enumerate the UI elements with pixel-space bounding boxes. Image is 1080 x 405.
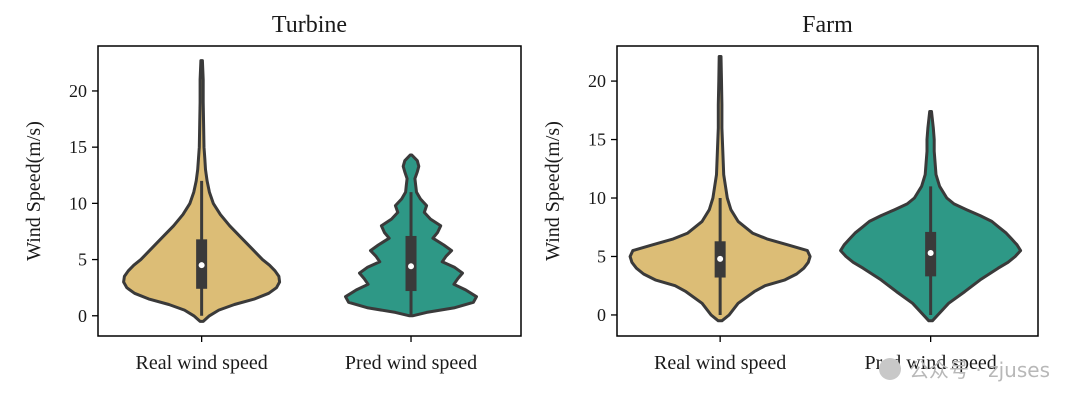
x-category-label: Pred wind speed (345, 352, 477, 374)
violin-body (628, 55, 812, 323)
plot-frame (97, 45, 522, 337)
watermark: 公众号 · zjuses (879, 354, 1050, 383)
y-tick-label: 20 (588, 71, 606, 91)
violin-median (927, 249, 934, 256)
x-category-label: Real wind speed (136, 352, 268, 374)
wechat-icon (879, 357, 902, 380)
plot-frame (616, 45, 1039, 337)
y-tick-label: 15 (69, 137, 87, 157)
chart-title: Farm (802, 12, 853, 38)
y-tick-label: 15 (588, 130, 606, 150)
turbine-panel: Turbine 0 5 10 15 20 Real wind speed Pred wind … (23, 12, 522, 374)
y-tick-label: 10 (588, 188, 606, 208)
y-tick-label: 5 (597, 246, 606, 266)
x-category-label: Real wind speed (654, 352, 786, 374)
watermark-text: 公众号 · zjuses (909, 358, 1050, 382)
violin-median (408, 263, 415, 270)
violin-median (717, 255, 724, 262)
y-tick-label: 5 (78, 250, 87, 270)
y-tick-label: 20 (69, 81, 87, 101)
y-axis-label: Wind Speed(m/s) (23, 121, 45, 261)
violin-median (198, 262, 205, 269)
y-tick-label: 0 (597, 305, 606, 325)
chart-title: Turbine (272, 12, 347, 38)
y-tick-label: 10 (69, 193, 87, 213)
y-tick-label: 0 (78, 306, 87, 326)
y-axis-label: Wind Speed(m/s) (542, 121, 564, 261)
